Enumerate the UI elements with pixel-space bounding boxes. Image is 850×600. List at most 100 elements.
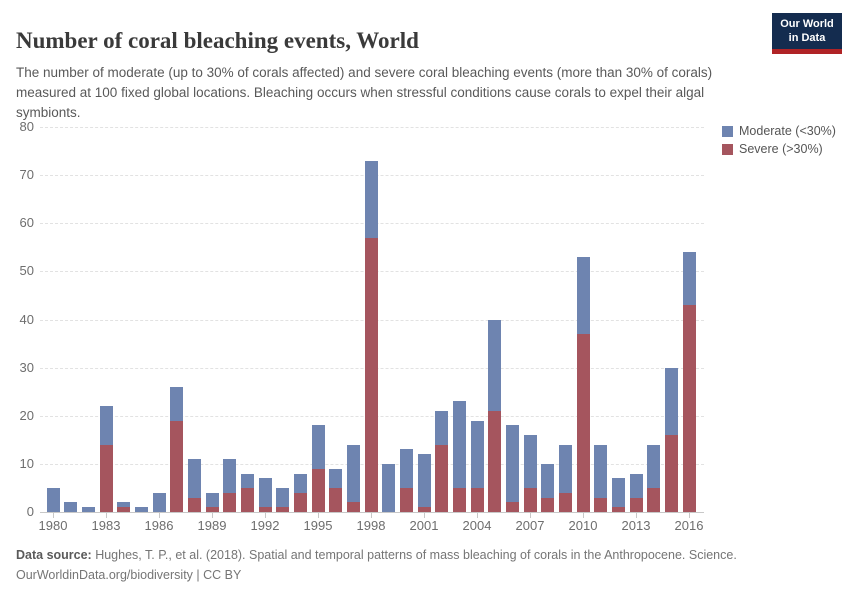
x-axis-tick-label-1989: 1989 [197, 518, 227, 533]
legend-item-moderate[interactable]: Moderate (<30%) [722, 122, 836, 140]
bar-moderate-2016[interactable] [682, 252, 696, 306]
bar-moderate-1992[interactable] [258, 478, 272, 508]
bar-moderate-2012[interactable] [611, 478, 625, 508]
bar-moderate-2006[interactable] [505, 425, 519, 503]
bar-severe-2016[interactable] [682, 305, 696, 512]
y-axis-tick-label-20: 20 [19, 407, 34, 423]
bar-moderate-1996[interactable] [329, 468, 343, 488]
x-axis-tick-1986 [159, 513, 160, 518]
bar-moderate-2010[interactable] [576, 256, 590, 334]
bar-severe-1995[interactable] [311, 468, 325, 512]
bar-severe-2004[interactable] [470, 487, 484, 512]
bar-moderate-1986[interactable] [152, 492, 166, 512]
bar-moderate-1989[interactable] [205, 492, 219, 508]
y-axis-tick-label-30: 30 [19, 359, 34, 375]
x-axis-tick-1995 [318, 513, 319, 518]
bar-severe-1993[interactable] [276, 507, 290, 512]
owid-logo[interactable]: Our World in Data [772, 13, 842, 54]
bar-moderate-1980[interactable] [46, 487, 60, 512]
bar-moderate-2004[interactable] [470, 420, 484, 488]
bar-moderate-2011[interactable] [594, 444, 608, 498]
bar-moderate-1983[interactable] [99, 406, 113, 445]
bar-moderate-1981[interactable] [64, 502, 78, 512]
bar-severe-2012[interactable] [611, 507, 625, 512]
x-axis-tick-label-2007: 2007 [515, 518, 545, 533]
bar-moderate-2008[interactable] [541, 463, 555, 498]
chart-title: Number of coral bleaching events, World [16, 28, 419, 54]
chart-footer: Data source: Hughes, T. P., et al. (2018… [16, 545, 836, 585]
bar-severe-2003[interactable] [452, 487, 466, 512]
bar-severe-2007[interactable] [523, 487, 537, 512]
x-axis-tick-label-1980: 1980 [38, 518, 68, 533]
bar-severe-2008[interactable] [541, 497, 555, 512]
bar-severe-1988[interactable] [187, 497, 201, 512]
x-axis-tick-label-2016: 2016 [674, 518, 704, 533]
bar-moderate-1982[interactable] [81, 507, 95, 512]
x-axis-tick-2016 [689, 513, 690, 518]
bar-moderate-1995[interactable] [311, 425, 325, 469]
bar-moderate-1988[interactable] [187, 459, 201, 498]
bar-severe-1983[interactable] [99, 444, 113, 512]
x-axis-tick-2013 [636, 513, 637, 518]
legend-item-severe[interactable]: Severe (>30%) [722, 140, 836, 158]
bar-severe-1992[interactable] [258, 507, 272, 512]
bar-severe-2005[interactable] [488, 410, 502, 512]
bar-moderate-2003[interactable] [452, 401, 466, 488]
x-axis-tick-2001 [424, 513, 425, 518]
x-axis-tick-label-2010: 2010 [568, 518, 598, 533]
bar-severe-2015[interactable] [664, 435, 678, 512]
y-axis-tick-label-0: 0 [26, 504, 34, 519]
bar-moderate-1997[interactable] [346, 444, 360, 503]
x-axis-tick-label-1992: 1992 [250, 518, 280, 533]
bar-severe-2014[interactable] [647, 487, 661, 512]
bar-moderate-1998[interactable] [364, 160, 378, 238]
legend: Moderate (<30%) Severe (>30%) [722, 122, 836, 158]
owid-logo-line2: in Data [788, 31, 826, 44]
bar-severe-1987[interactable] [170, 420, 184, 512]
bar-severe-1998[interactable] [364, 237, 378, 512]
bar-moderate-2002[interactable] [435, 410, 449, 445]
bar-moderate-1990[interactable] [223, 459, 237, 493]
bar-severe-1994[interactable] [293, 492, 307, 512]
bar-moderate-2014[interactable] [647, 444, 661, 488]
bar-moderate-2001[interactable] [417, 454, 431, 508]
bar-moderate-1985[interactable] [134, 507, 148, 512]
footer-source-text: Hughes, T. P., et al. (2018). Spatial an… [91, 548, 737, 562]
bar-severe-1996[interactable] [329, 487, 343, 512]
bar-severe-1984[interactable] [117, 507, 131, 512]
bar-severe-2011[interactable] [594, 497, 608, 512]
bar-severe-2002[interactable] [435, 444, 449, 512]
bar-moderate-1987[interactable] [170, 386, 184, 421]
bar-moderate-1994[interactable] [293, 473, 307, 493]
bar-moderate-2009[interactable] [558, 444, 572, 493]
bar-moderate-2000[interactable] [399, 449, 413, 488]
bar-moderate-1984[interactable] [117, 502, 131, 508]
bar-severe-2001[interactable] [417, 507, 431, 512]
bar-moderate-2007[interactable] [523, 435, 537, 488]
bar-moderate-2005[interactable] [488, 319, 502, 411]
x-axis-tick-label-1998: 1998 [356, 518, 386, 533]
bar-severe-1991[interactable] [240, 487, 254, 512]
bar-severe-1989[interactable] [205, 507, 219, 512]
bar-severe-2000[interactable] [399, 487, 413, 512]
chart-subtitle: The number of moderate (up to 30% of cor… [16, 64, 713, 120]
bar-moderate-2015[interactable] [664, 367, 678, 435]
bar-severe-2009[interactable] [558, 492, 572, 512]
bar-moderate-1991[interactable] [240, 473, 254, 488]
footer-link[interactable]: OurWorldinData.org/biodiversity | CC BY [16, 568, 242, 582]
bar-severe-2010[interactable] [576, 333, 590, 512]
y-axis-tick-label-10: 10 [19, 455, 34, 471]
bar-severe-1997[interactable] [346, 502, 360, 512]
legend-swatch-severe [722, 143, 733, 155]
y-axis-tick-label-60: 60 [19, 215, 34, 231]
bar-severe-2006[interactable] [505, 502, 519, 512]
x-axis-tick-1998 [371, 513, 372, 518]
bar-severe-1990[interactable] [223, 492, 237, 512]
bar-severe-2013[interactable] [629, 497, 643, 512]
bar-moderate-1999[interactable] [382, 463, 396, 512]
bar-moderate-2013[interactable] [629, 473, 643, 498]
bar-moderate-1993[interactable] [276, 487, 290, 508]
x-axis-tick-label-1995: 1995 [303, 518, 333, 533]
legend-swatch-moderate [722, 125, 733, 137]
